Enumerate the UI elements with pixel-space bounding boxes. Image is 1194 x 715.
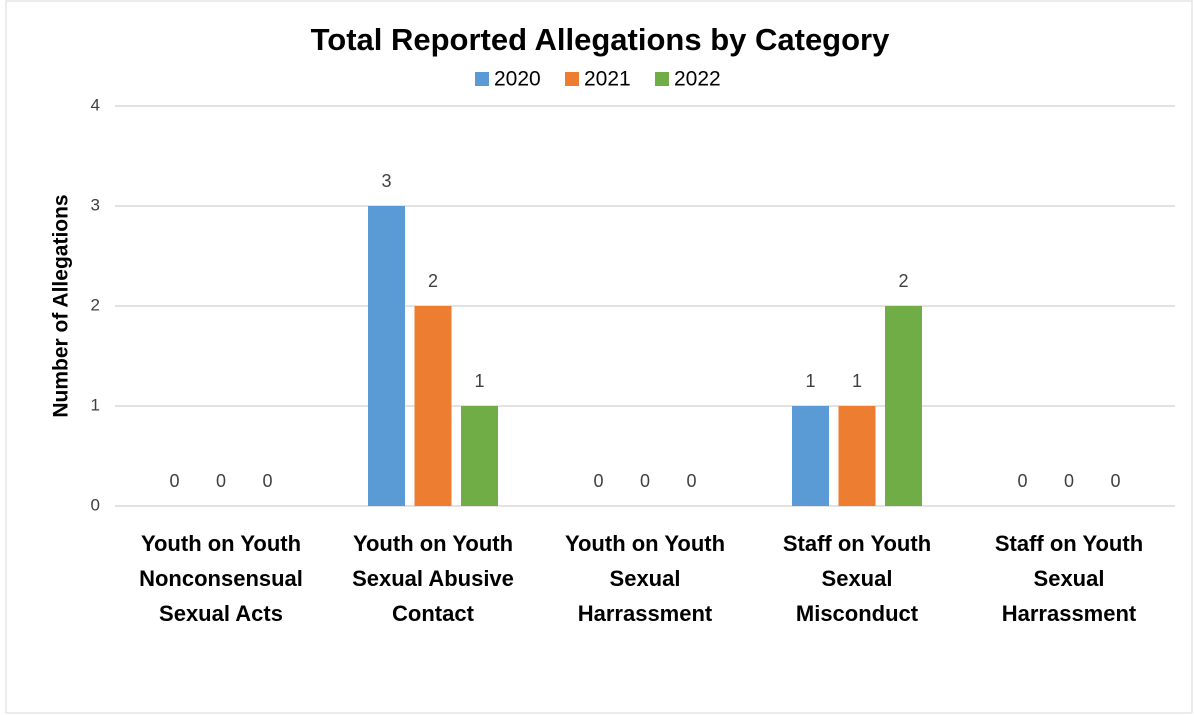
legend-label: 2022	[674, 68, 721, 91]
bar	[838, 406, 876, 506]
data-label: 3	[381, 171, 391, 191]
data-label: 0	[593, 471, 603, 491]
data-label: 1	[474, 371, 484, 391]
legend-swatch	[565, 72, 579, 86]
x-tick-label: Youth on Youth	[353, 531, 513, 556]
x-tick-label: Youth on Youth	[141, 531, 301, 556]
x-tick-label: Sexual Acts	[159, 601, 283, 626]
x-tick-label: Nonconsensual	[139, 566, 303, 591]
data-label: 2	[428, 271, 438, 291]
legend-label: 2020	[494, 68, 541, 91]
x-tick-label: Staff on Youth	[995, 531, 1143, 556]
data-label: 2	[898, 271, 908, 291]
data-label: 0	[216, 471, 226, 491]
y-tick-label: 0	[91, 495, 100, 514]
data-label: 0	[169, 471, 179, 491]
y-axis-title: Number of Allegations	[50, 194, 73, 417]
bar	[368, 206, 405, 506]
legend-swatch	[475, 72, 489, 86]
data-label: 1	[852, 371, 862, 391]
data-label: 0	[640, 471, 650, 491]
x-tick-label: Sexual	[822, 566, 893, 591]
bar	[461, 406, 498, 506]
x-tick-label: Youth on Youth	[565, 531, 725, 556]
bar	[414, 306, 452, 506]
data-label: 0	[1017, 471, 1027, 491]
legend-swatch	[655, 72, 669, 86]
x-tick-label: Contact	[392, 601, 475, 626]
x-tick-label: Harrassment	[1002, 601, 1137, 626]
chart-title: Total Reported Allegations by Category	[311, 22, 890, 57]
data-label: 0	[1110, 471, 1120, 491]
x-tick-label: Sexual	[1034, 566, 1105, 591]
data-label: 0	[686, 471, 696, 491]
y-tick-label: 3	[91, 195, 100, 214]
data-label: 0	[1064, 471, 1074, 491]
data-label: 1	[805, 371, 815, 391]
x-tick-label: Misconduct	[796, 601, 919, 626]
y-tick-label: 2	[91, 295, 100, 314]
chart-frame	[5, 0, 1193, 714]
y-tick-label: 1	[91, 395, 100, 414]
bar	[792, 406, 829, 506]
bar	[885, 306, 922, 506]
x-tick-label: Sexual Abusive	[352, 566, 514, 591]
y-tick-label: 4	[91, 95, 100, 114]
x-tick-label: Harrassment	[578, 601, 713, 626]
x-tick-label: Sexual	[610, 566, 681, 591]
x-tick-label: Staff on Youth	[783, 531, 931, 556]
legend-label: 2021	[584, 68, 631, 91]
data-label: 0	[262, 471, 272, 491]
